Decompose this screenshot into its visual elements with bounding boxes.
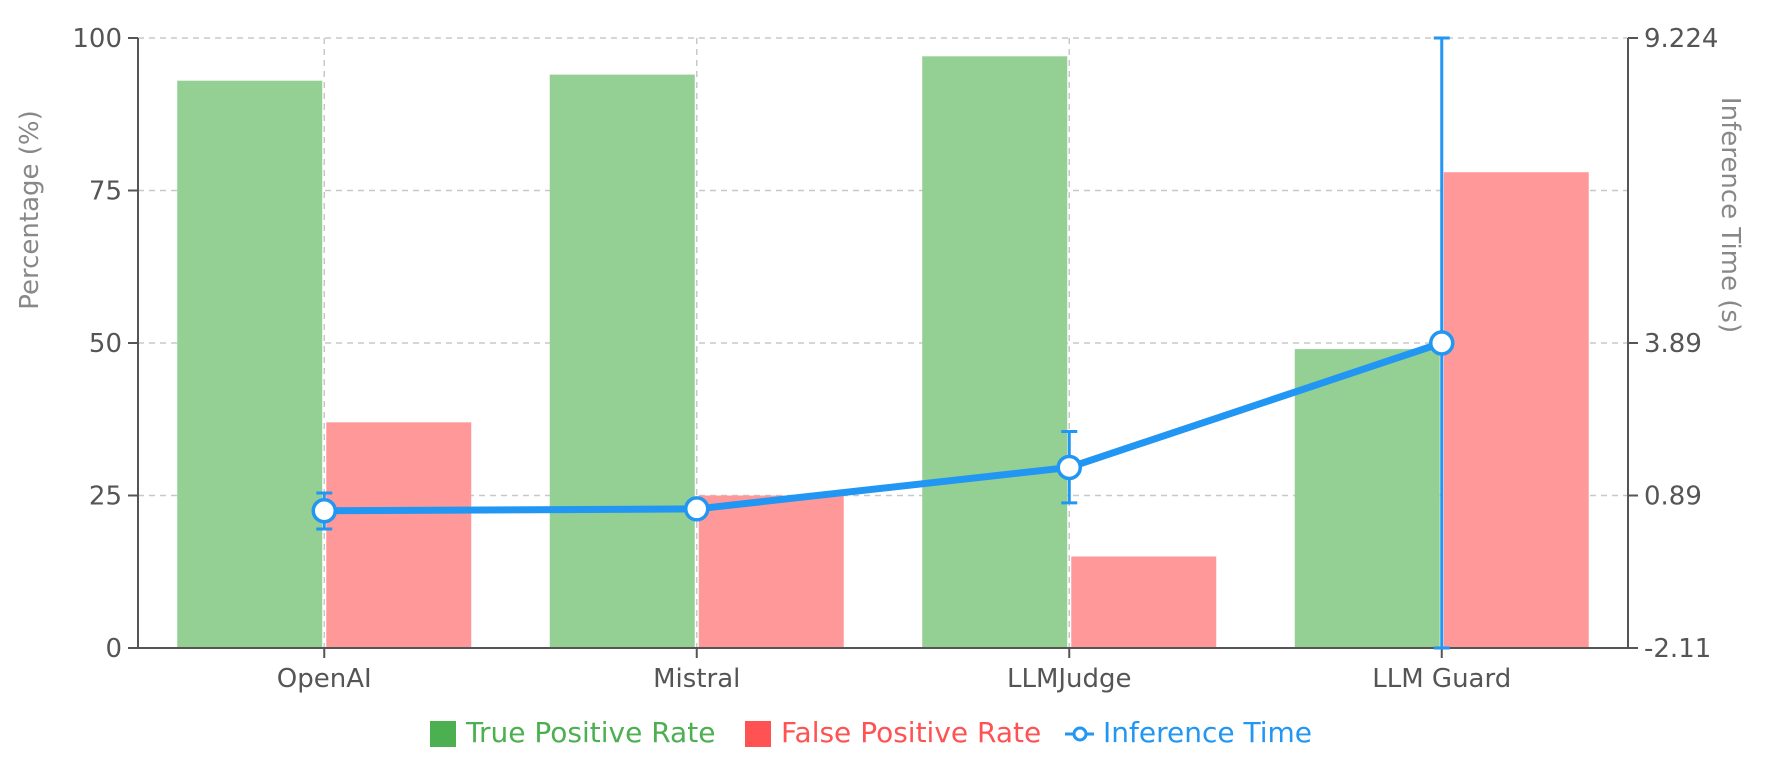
- bar-false-positive: [326, 422, 472, 648]
- bar-false-positive: [1071, 556, 1217, 648]
- inference-time-polyline: [324, 339, 1443, 515]
- bar-false-positive: [1443, 172, 1589, 648]
- left-tick-label: 100: [72, 24, 122, 54]
- x-tick-label: OpenAI: [277, 664, 372, 694]
- inference-time-line: [311, 36, 1455, 650]
- x-tick-label: LLMJudge: [1007, 664, 1132, 694]
- inference-time-point: [311, 498, 337, 524]
- tick-labels: 0 25 50 75 100 OpenAI Mistral LLMJudge LLM Guard…: [72, 24, 1718, 694]
- left-tick-label: 0: [105, 634, 122, 664]
- right-axis-title: Inference Time (s): [1715, 97, 1745, 333]
- legend-label-inference-time: Inference Time: [1103, 716, 1312, 749]
- bar-true-positive: [549, 74, 695, 649]
- bar-true-positive: [1294, 349, 1440, 648]
- legend-swatch-true-positive: [430, 721, 456, 747]
- legend-label-true-positive: True Positive Rate: [465, 716, 715, 749]
- bar-true-positive: [177, 80, 323, 648]
- right-tick-label: 9.224: [1644, 24, 1718, 54]
- right-tick-label: 0.89: [1644, 482, 1702, 512]
- legend-label-false-positive: False Positive Rate: [781, 716, 1041, 749]
- inference-time-point: [1056, 454, 1082, 481]
- legend-marker-inference-time: [1072, 726, 1088, 742]
- bar-false-positive: [698, 495, 844, 648]
- axes: [128, 37, 1638, 658]
- inference-time-point: [1429, 330, 1455, 356]
- bars: [177, 56, 1589, 649]
- right-tick-label: -2.11: [1644, 634, 1711, 664]
- x-tick-label: LLM Guard: [1372, 664, 1511, 694]
- x-tick-label: Mistral: [653, 664, 740, 694]
- left-tick-label: 25: [89, 482, 122, 512]
- legend-swatch-false-positive: [745, 721, 771, 747]
- right-tick-label: 3.89: [1644, 329, 1702, 359]
- left-axis-title: Percentage (%): [15, 110, 45, 310]
- bar-true-positive: [922, 56, 1068, 649]
- left-tick-label: 75: [89, 177, 122, 207]
- left-tick-label: 50: [89, 329, 122, 359]
- inference-time-point: [684, 496, 710, 522]
- legend: True Positive Rate False Positive Rate I…: [430, 716, 1312, 749]
